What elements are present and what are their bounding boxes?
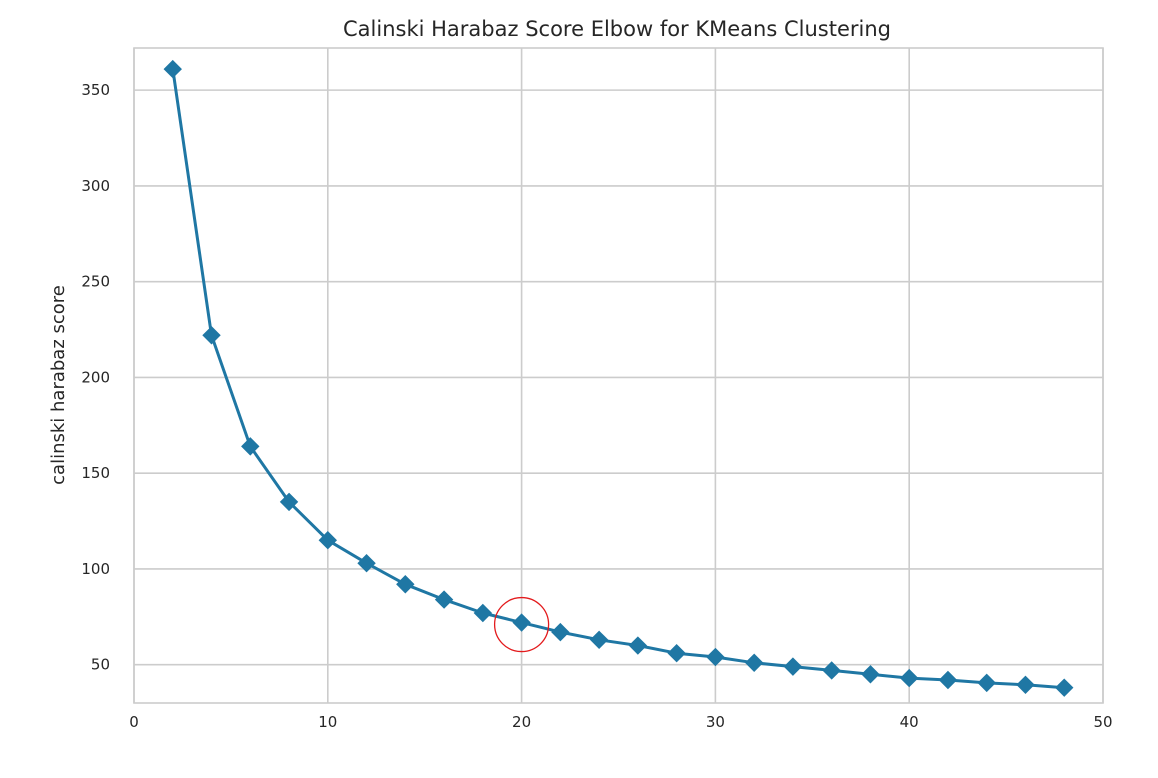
y-tick-label: 250	[81, 273, 110, 291]
x-tick-label: 40	[900, 713, 919, 731]
data-point-marker	[861, 665, 880, 684]
data-point-marker	[667, 643, 686, 663]
data-point-marker	[589, 630, 609, 650]
data-point-marker	[202, 326, 221, 345]
plot-frame	[133, 47, 1104, 704]
x-tick-label: 10	[318, 713, 337, 731]
data-point-marker	[822, 661, 841, 680]
annotations	[493, 596, 550, 653]
y-tick-label: 150	[81, 464, 110, 482]
data-point-marker	[1016, 675, 1035, 695]
data-point-marker	[357, 553, 376, 573]
highlight-circle	[493, 596, 550, 653]
x-tick-label: 0	[129, 713, 139, 731]
y-tick-label: 200	[81, 368, 110, 386]
y-tick-labels: 50 100 150 200 250 300 350	[81, 81, 110, 674]
y-tick-label: 50	[91, 656, 110, 674]
x-tick-label: 20	[512, 713, 531, 731]
data-point-marker	[938, 670, 958, 690]
y-tick-label: 350	[81, 81, 110, 99]
x-tick-label: 30	[706, 713, 725, 731]
chart-title: Calinski Harabaz Score Elbow for KMeans …	[343, 17, 891, 41]
data-point-marker	[473, 603, 493, 623]
data-point-marker	[318, 531, 338, 550]
series-elbow-line	[171, 68, 1065, 690]
data-point-marker	[279, 492, 299, 512]
data-point-marker	[706, 647, 725, 667]
data-point-marker	[163, 59, 182, 79]
data-point-marker	[899, 668, 919, 688]
data-point-marker	[241, 437, 260, 456]
data-point-marker	[396, 575, 415, 594]
data-point-marker	[512, 613, 531, 632]
x-tick-label: 50	[1093, 713, 1112, 731]
data-point-marker	[977, 673, 996, 693]
grid-lines	[133, 48, 1104, 703]
data-point-marker	[744, 653, 764, 672]
data-point-marker	[551, 622, 570, 642]
x-tick-labels: 0 10 20 30 40 50	[129, 713, 1112, 731]
data-point-marker	[1055, 678, 1074, 697]
data-points	[163, 59, 1074, 697]
series-line	[171, 68, 1065, 690]
data-point-marker	[628, 636, 648, 655]
y-tick-label: 300	[81, 177, 110, 195]
data-point-marker	[783, 657, 803, 676]
data-point-marker	[434, 590, 454, 609]
y-tick-label: 100	[81, 560, 110, 578]
y-axis-label: calinski harabaz score	[48, 285, 69, 485]
